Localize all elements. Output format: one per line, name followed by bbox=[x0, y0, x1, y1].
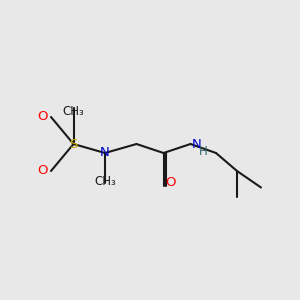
Text: O: O bbox=[165, 176, 175, 190]
Text: CH₃: CH₃ bbox=[94, 175, 116, 188]
Text: CH₃: CH₃ bbox=[63, 105, 84, 118]
Text: N: N bbox=[192, 137, 202, 151]
Text: H: H bbox=[199, 145, 208, 158]
Text: S: S bbox=[69, 137, 78, 151]
Text: N: N bbox=[100, 146, 110, 160]
Text: O: O bbox=[37, 110, 47, 124]
Text: O: O bbox=[37, 164, 47, 178]
